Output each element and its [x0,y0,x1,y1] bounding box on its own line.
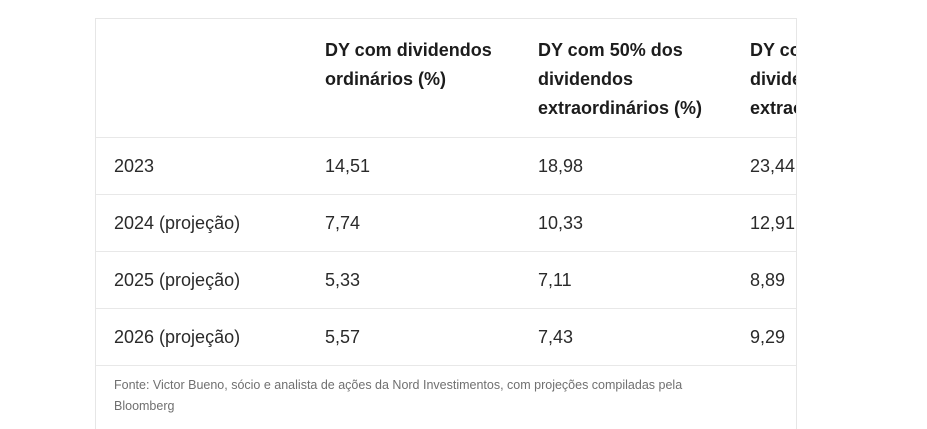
header-line: dividendos [750,69,796,89]
header-line: DY com [750,40,796,60]
table-row: 2025 (projeção) 5,33 7,11 8,89 [96,252,796,309]
table-row: 2026 (projeção) 5,57 7,43 9,29 [96,309,796,366]
table-header-row: DY com dividendos ordinários (%) DY com … [96,19,796,138]
table-row: 2023 14,51 18,98 23,44 [96,138,796,195]
dy-100-extra-cell: 8,89 [750,270,786,290]
dy-50-extra-cell: 7,43 [538,327,574,347]
dy-ordinary-cell: 5,57 [325,327,361,347]
header-line: DY com dividendos [325,40,492,60]
year-cell: 2024 (projeção) [114,213,241,233]
year-cell: 2026 (projeção) [114,327,241,347]
header-cell-dy-50-extra: DY com 50% dos dividendos extraordinário… [538,36,738,123]
dy-100-extra-cell: 23,44 [750,156,796,176]
dy-50-extra-cell: 18,98 [538,156,584,176]
dy-100-extra-cell: 9,29 [750,327,786,347]
dy-ordinary-cell: 5,33 [325,270,361,290]
header-line: extraordinários (%) [750,98,796,118]
header-line: DY com 50% dos [538,40,683,60]
dy-50-extra-cell: 10,33 [538,213,584,233]
table-scroll-area[interactable]: DY com dividendos ordinários (%) DY com … [96,19,796,366]
header-cell-dy-ordinary: DY com dividendos ordinários (%) [325,36,525,94]
header-line: dividendos [538,69,634,89]
table-source-footnote: Fonte: Victor Bueno, sócio e analista de… [114,378,683,413]
header-line: extraordinários (%) [538,98,703,118]
table-row: 2024 (projeção) 7,74 10,33 12,91 [96,195,796,252]
header-line: ordinários (%) [325,69,447,89]
header-cell-dy-100-extra: DY com dividendos extraordinários (%) [750,36,796,123]
year-cell: 2025 (projeção) [114,270,241,290]
dy-100-extra-cell: 12,91 [750,213,796,233]
year-cell: 2023 [114,156,155,176]
dy-ordinary-cell: 14,51 [325,156,371,176]
dy-50-extra-cell: 7,11 [538,270,572,290]
dy-ordinary-cell: 7,74 [325,213,361,233]
dividend-yield-table: DY com dividendos ordinários (%) DY com … [95,18,797,429]
